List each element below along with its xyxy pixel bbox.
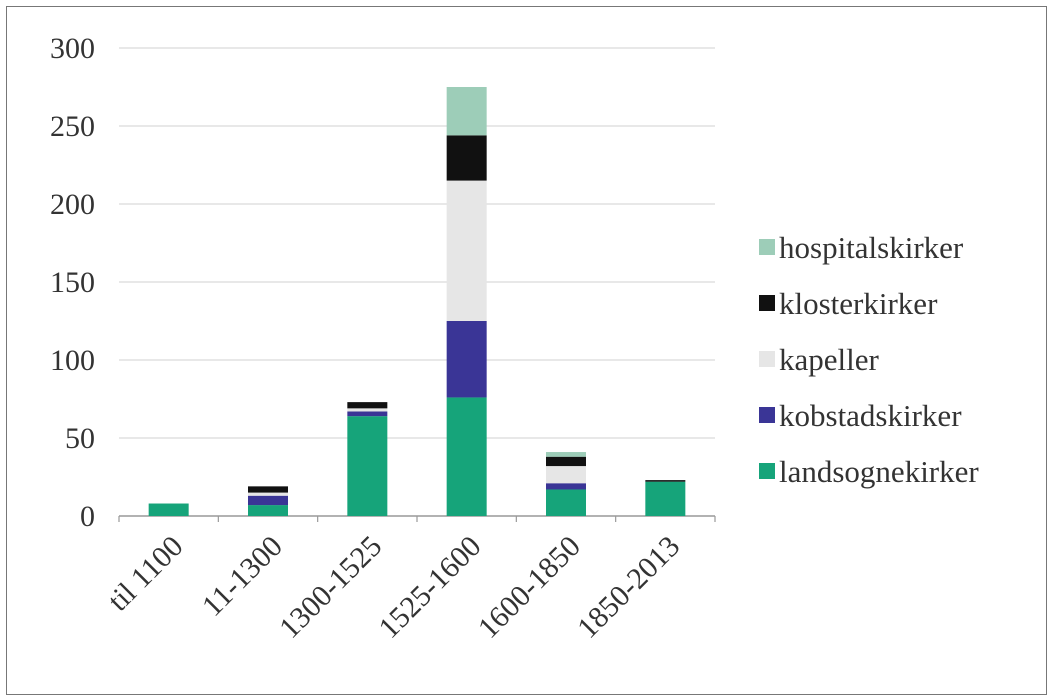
- stacked-bar-chart: 0 50 100 150 200 250 300 til 1100 11-13001300-1…: [50, 32, 979, 645]
- legend-swatch: [759, 239, 775, 255]
- bar-segment-landsognekirker: [347, 416, 388, 516]
- legend-swatch: [759, 351, 775, 367]
- y-tick-label: 100: [50, 344, 95, 377]
- bar-segment-kapeller: [248, 492, 288, 496]
- legend-swatch: [759, 407, 775, 423]
- bar-segment-klosterkirker: [546, 456, 586, 467]
- x-tick-label: 1525-1600: [372, 530, 487, 645]
- bar-segment-landsognekirker: [446, 397, 487, 516]
- legend-swatch: [759, 463, 775, 479]
- bar-segment-landsognekirker: [248, 505, 288, 516]
- bar-segment-kapeller: [546, 466, 586, 484]
- bar-segment-landsognekirker: [148, 503, 189, 516]
- y-tick-label: 200: [50, 188, 95, 221]
- chart-frame: 0 50 100 150 200 250 300 til 1100 11-1300 1300-1…: [6, 6, 1047, 695]
- bar-segment-kobstadskirker: [546, 483, 586, 490]
- bar-segment-kapeller: [347, 408, 388, 412]
- gridlines: [119, 47, 715, 439]
- legend-swatch: [759, 295, 775, 311]
- bar-segment-kobstadskirker: [248, 495, 288, 506]
- y-tick-label: 50: [65, 422, 95, 455]
- bars: [148, 87, 686, 516]
- y-tick-label: 250: [50, 110, 95, 143]
- bar-segment-klosterkirker: [248, 486, 288, 493]
- legend-label: klosterkirker: [779, 286, 938, 321]
- legend-label: kobstadskirker: [779, 398, 962, 433]
- x-tick-label: 11-1300: [196, 530, 289, 623]
- x-axis-tick-labels: til 1100 11-13001300-15251525-16001600-18…: [102, 516, 716, 645]
- bar-segment-hospitalskirker: [546, 452, 586, 457]
- y-tick-label: 150: [50, 266, 95, 299]
- bar-segment-klosterkirker: [645, 480, 686, 482]
- y-tick-label: 0: [80, 500, 95, 533]
- bar-segment-klosterkirker: [446, 135, 487, 181]
- bar-segment-klosterkirker: [347, 402, 388, 409]
- legend-label: hospitalskirker: [779, 230, 964, 265]
- x-tick-label: 1300-1525: [273, 530, 388, 645]
- y-axis-tick-labels: 0 50 100 150 200 250 300: [50, 32, 95, 533]
- legend-label: landsognekirker: [779, 454, 979, 489]
- bar-segment-kobstadskirker: [446, 321, 487, 398]
- legend-label: kapeller: [779, 342, 880, 377]
- x-tick-label: 1600-1850: [472, 530, 587, 645]
- legend: hospitalskirker klosterkirker kapeller kobs…: [759, 230, 979, 489]
- x-tick-label: 1850-2013: [571, 530, 686, 645]
- bar-segment-landsognekirker: [645, 481, 686, 516]
- bar-segment-landsognekirker: [546, 489, 586, 516]
- bar-segment-kapeller: [446, 180, 487, 321]
- bar-segment-hospitalskirker: [446, 87, 487, 136]
- bar-segment-kobstadskirker: [347, 411, 388, 417]
- x-tick-label: til 1100: [102, 530, 190, 618]
- y-tick-label: 300: [50, 32, 95, 65]
